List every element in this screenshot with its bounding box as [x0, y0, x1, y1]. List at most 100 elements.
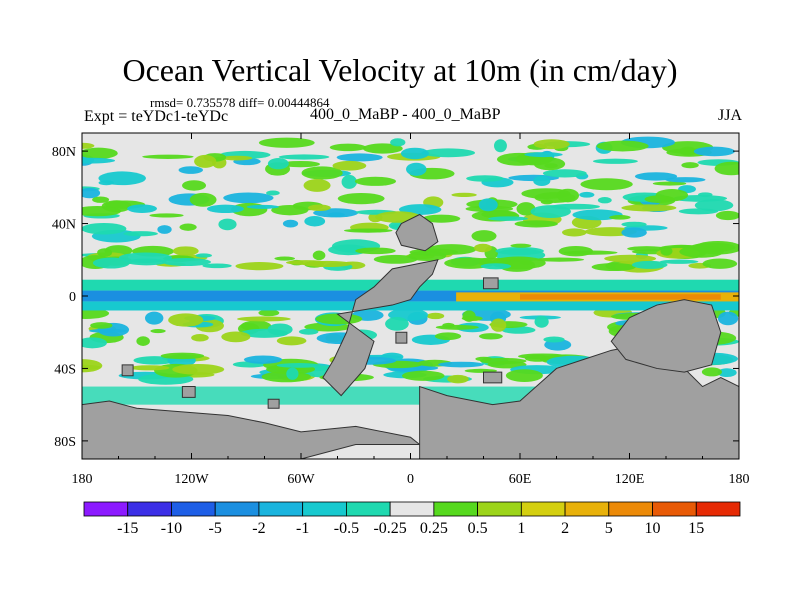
high-latitude-patch — [178, 166, 204, 174]
southern-midlatitude-patch — [437, 361, 484, 368]
period-label: 400_0_MaBP - 400_0_MaBP — [310, 106, 501, 123]
x-tick-label: 120E — [615, 472, 645, 487]
high-latitude-patch — [194, 154, 217, 168]
subtropical-patch — [202, 263, 232, 269]
midlatitude-patch — [715, 210, 739, 221]
southern-midlatitude-patch — [261, 371, 311, 383]
subtropical-patch — [97, 248, 113, 257]
subtropical-patch — [126, 258, 167, 266]
southern-subtropic-patch — [426, 312, 445, 320]
high-latitude-patch — [533, 175, 551, 187]
southern-midlatitude-patch — [401, 370, 445, 381]
high-latitude-patch — [421, 148, 476, 158]
y-tick-label: 80N — [52, 145, 76, 160]
subtropical-patch — [702, 258, 738, 269]
colorbar-label: -0.25 — [373, 520, 406, 537]
midlatitude-patch — [597, 197, 612, 204]
colorbar-label: -15 — [117, 520, 138, 537]
subtropical-patch — [679, 245, 724, 258]
high-latitude-patch — [182, 180, 207, 191]
australia-landmass — [610, 299, 722, 373]
high-latitude-patch — [693, 146, 735, 157]
midlatitude-patch — [478, 198, 498, 212]
midlatitude-patch — [149, 213, 184, 218]
high-latitude-patch — [592, 158, 638, 164]
colorbar-swatch — [520, 501, 566, 517]
colorbar: -15 -10 -5 -2 -1 -0.5 -0.25 0.25 0.5 1 2 5 10 15 — [83, 501, 741, 537]
southern-midlatitude-patch — [447, 374, 469, 384]
midlatitude-patch — [488, 216, 528, 221]
midlatitude-patch — [218, 218, 237, 231]
midlatitude-patch — [621, 221, 647, 227]
chart-title: Ocean Vertical Velocity at 10m (in cm/da… — [122, 52, 678, 88]
high-latitude-patch — [301, 166, 343, 180]
midlatitude-patch — [514, 220, 558, 228]
high-latitude-patch — [390, 138, 406, 147]
southern-subtropic-patch — [221, 331, 251, 343]
subtropical-patch — [591, 263, 636, 272]
colorbar-swatch — [652, 501, 697, 517]
high-latitude-patch — [714, 161, 739, 176]
southern-subtropic-patch — [385, 316, 409, 331]
x-tick-label: 60W — [287, 472, 315, 487]
subtropical-patch — [373, 254, 418, 264]
y-tick-label: 0 — [69, 290, 76, 305]
antarctica-landmass — [82, 400, 422, 459]
midlatitude-patch — [337, 192, 385, 205]
midlatitude-patch — [609, 215, 631, 220]
high-latitude-patch — [303, 179, 331, 192]
midlatitude-patch — [343, 228, 393, 233]
southern-midlatitude-patch — [701, 367, 722, 377]
south-equatorial-band — [82, 301, 739, 311]
southern-subtropic-patch — [136, 336, 150, 346]
midlatitude-patch — [530, 205, 571, 219]
midlatitude-patch — [282, 219, 299, 228]
colorbar-label: 2 — [561, 520, 569, 537]
midlatitude-patch — [556, 188, 580, 203]
southern-midlatitude-patch — [172, 364, 225, 375]
south-america-landmass — [322, 259, 439, 397]
southern-subtropic-patch — [150, 328, 166, 334]
small-island-1 — [121, 364, 134, 377]
subtropical-patch — [235, 262, 284, 271]
midlatitude-patch — [678, 208, 719, 215]
southern-midlatitude-patch — [276, 363, 322, 368]
x-tick-label: 180 — [729, 472, 750, 487]
high-latitude-patch — [142, 154, 194, 159]
southern-midlatitude-patch — [160, 352, 205, 360]
midlatitude-patch — [179, 223, 197, 231]
colorbar-swatch — [302, 501, 347, 517]
southern-midlatitude-patch — [286, 367, 299, 380]
midlatitude-patch — [561, 228, 587, 237]
small-island-6 — [483, 277, 499, 290]
high-latitude-patch — [82, 142, 95, 149]
high-latitude-patch — [280, 160, 321, 168]
y-tick-label: 40N — [52, 218, 76, 233]
subtropical-patch — [92, 257, 130, 269]
high-latitude-patch — [329, 143, 367, 152]
colorbar-swatch — [171, 501, 216, 517]
high-latitude-patch — [354, 176, 397, 186]
midlatitude-patch — [621, 227, 647, 238]
high-latitude-patch — [336, 153, 383, 162]
x-tick-label: 120W — [174, 472, 209, 487]
subtropical-patch — [558, 246, 594, 257]
southern-subtropic-patch — [543, 336, 565, 343]
subtropical-patch — [409, 248, 458, 256]
x-tick-label: 180 — [72, 472, 93, 487]
x-axis: 180 120W 60W 0 60E 120E 180 — [72, 133, 750, 487]
southern-subtropic-patch — [298, 328, 319, 335]
midlatitude-patch — [82, 187, 101, 199]
subtropical-patch — [473, 243, 492, 253]
southern-subtropic-patch — [717, 311, 739, 326]
y-tick-label: 80S — [54, 435, 76, 450]
southern-midlatitude-patch — [133, 356, 176, 365]
colorbar-label: -0.5 — [334, 520, 359, 537]
high-latitude-patch — [332, 160, 367, 171]
high-latitude-patch — [542, 169, 587, 178]
midlatitude-patch — [621, 204, 677, 212]
midlatitude-patch — [127, 204, 157, 213]
high-latitude-patch — [341, 174, 357, 189]
high-latitude-patch — [221, 155, 253, 161]
subtropical-patch — [660, 246, 673, 256]
